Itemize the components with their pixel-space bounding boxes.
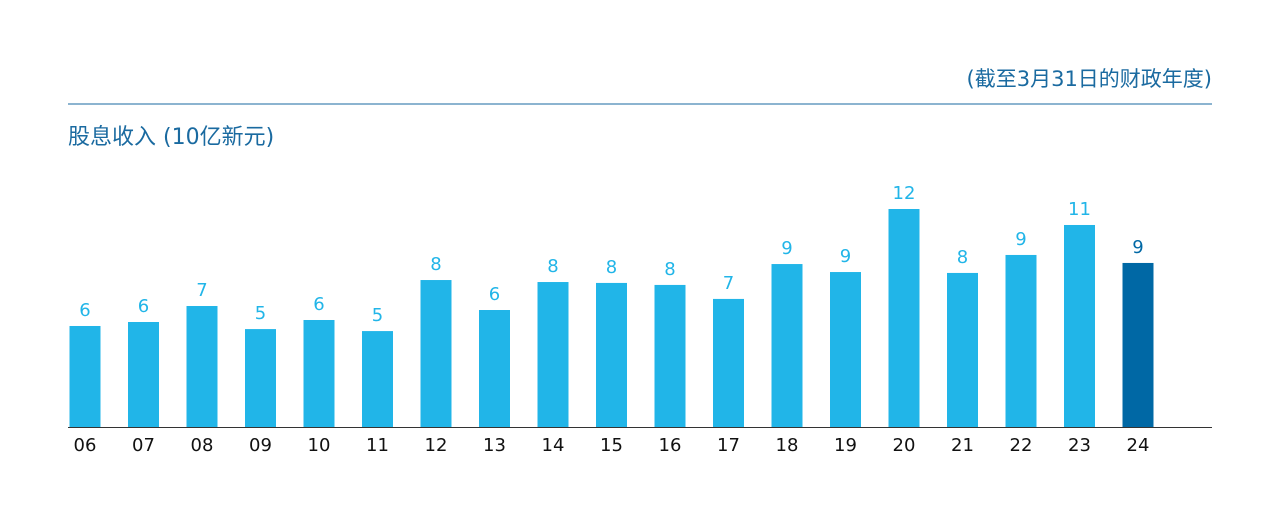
bar [128, 321, 159, 427]
bar [537, 282, 569, 427]
bar [1005, 254, 1037, 427]
x-tick-label: 17 [717, 435, 740, 456]
bar [830, 272, 861, 427]
x-tick-label: 11 [366, 435, 389, 456]
value-label: 9 [1015, 229, 1026, 250]
chart-title: 股息收入 (10亿新元) [68, 125, 274, 150]
x-tick-label: 20 [893, 435, 916, 456]
value-label: 8 [664, 259, 675, 280]
x-tick-label: 15 [600, 435, 623, 456]
value-label: 6 [138, 296, 149, 317]
x-tick-label: 14 [542, 435, 565, 456]
x-tick-label: 22 [1010, 435, 1033, 456]
value-label: 8 [547, 256, 558, 277]
value-label: 9 [1132, 237, 1143, 258]
chart-subtitle: (截至3月31日的财政年度) [967, 67, 1212, 91]
bar [947, 272, 978, 427]
bar [1064, 224, 1095, 427]
value-label: 5 [255, 303, 266, 324]
x-tick-label: 18 [776, 435, 799, 456]
value-label: 6 [489, 284, 500, 305]
value-label: 7 [723, 273, 734, 294]
x-tick-label: 19 [834, 435, 857, 456]
bar [69, 325, 101, 427]
bar [186, 306, 218, 427]
value-label: 8 [606, 257, 617, 278]
bar [713, 298, 744, 427]
x-tick-label: 23 [1068, 435, 1091, 456]
x-tick-label: 09 [249, 435, 272, 456]
bar [479, 310, 510, 427]
x-tick-label: 16 [659, 435, 682, 456]
value-label: 5 [372, 305, 383, 326]
value-label: 6 [79, 300, 90, 321]
x-tick-label: 24 [1127, 435, 1150, 456]
value-label: 9 [781, 238, 792, 259]
value-label: 11 [1068, 199, 1091, 220]
value-label: 6 [313, 294, 324, 315]
bar [303, 319, 335, 427]
x-tick-label: 10 [308, 435, 331, 456]
x-tick-label: 12 [425, 435, 448, 456]
x-tick-label: 06 [74, 435, 97, 456]
bar [596, 282, 627, 427]
bar [888, 209, 920, 427]
bar [771, 264, 803, 427]
x-tick-label: 08 [191, 435, 214, 456]
value-label: 8 [957, 247, 968, 268]
bar [362, 331, 393, 427]
x-tick-label: 21 [951, 435, 974, 456]
x-tick-label: 07 [132, 435, 155, 456]
bar [654, 284, 686, 427]
value-label: 7 [196, 280, 207, 301]
x-tick-label: 13 [483, 435, 506, 456]
bar [420, 280, 452, 427]
value-label: 8 [430, 254, 441, 275]
bar [1122, 262, 1154, 427]
bar [245, 329, 276, 427]
value-label: 12 [893, 183, 916, 204]
value-label: 9 [840, 246, 851, 267]
